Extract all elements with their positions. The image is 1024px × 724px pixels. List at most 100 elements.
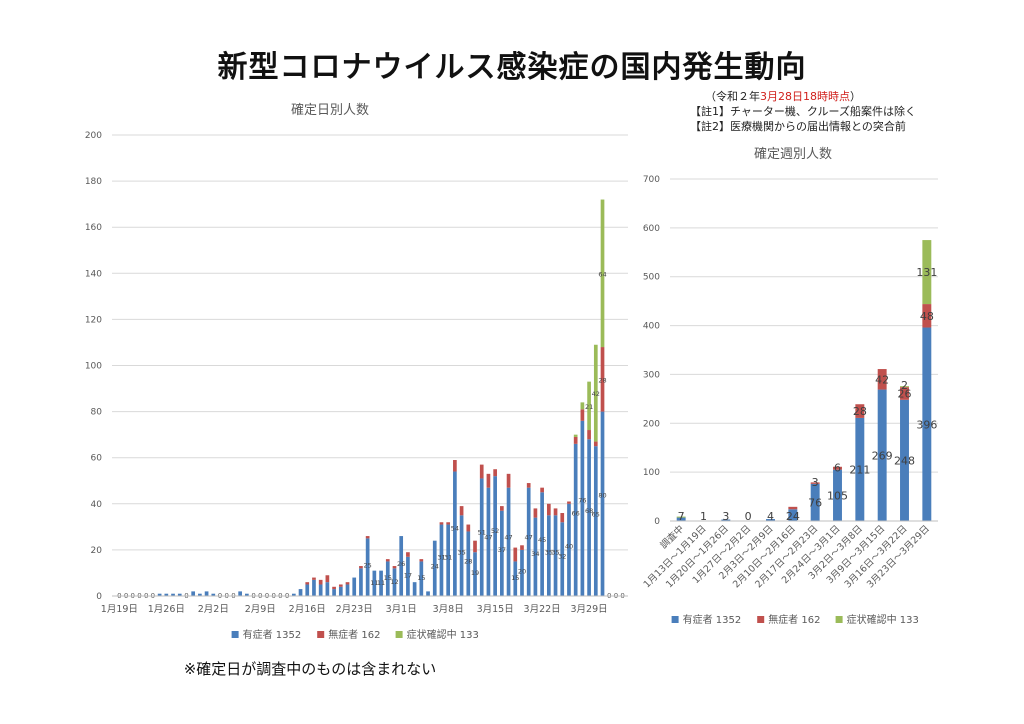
daily-bar-asymptomatic bbox=[520, 545, 524, 550]
daily-bar-symptomatic bbox=[305, 584, 310, 596]
weekly-y-tick-label: 0 bbox=[654, 517, 660, 527]
daily-bar-symptomatic bbox=[479, 478, 484, 596]
daily-x-tick-label: 3月8日 bbox=[433, 604, 464, 615]
daily-bar-data-label: 19 bbox=[471, 569, 479, 577]
daily-bar-symptomatic bbox=[171, 593, 175, 596]
weekly-bar-asymptomatic bbox=[900, 387, 909, 400]
daily-bar-unconfirmed bbox=[593, 344, 598, 442]
daily-bar-symptomatic bbox=[198, 593, 202, 596]
legend-swatch-symptomatic bbox=[231, 631, 239, 638]
footnote-2: 【註2】医療機関からの届出情報との突合前 bbox=[690, 120, 906, 133]
daily-bar-asymptomatic bbox=[513, 547, 518, 562]
daily-bar-symptomatic bbox=[453, 471, 457, 596]
daily-bar-symptomatic bbox=[291, 593, 296, 596]
daily-bar-symptomatic bbox=[177, 593, 182, 596]
daily-x-tick-label: 3月1日 bbox=[386, 604, 417, 615]
daily-bar-asymptomatic bbox=[506, 473, 511, 488]
daily-bar-asymptomatic bbox=[553, 508, 558, 516]
daily-bar-symptomatic bbox=[419, 561, 424, 596]
daily-bar-symptomatic bbox=[540, 492, 544, 596]
daily-bar-symptomatic bbox=[157, 593, 162, 596]
daily-bar-unconfirmed bbox=[600, 199, 605, 348]
weekly-bar-data-label: 48 bbox=[920, 310, 934, 323]
daily-x-tick-label: 2月2日 bbox=[198, 604, 229, 615]
daily-bar-asymptomatic bbox=[338, 584, 343, 587]
daily-y-tick-label: 0 bbox=[96, 592, 102, 602]
daily-bar-asymptomatic bbox=[392, 566, 397, 569]
daily-bar-data-label: 15 bbox=[511, 574, 519, 582]
daily-bar-symptomatic bbox=[580, 420, 585, 596]
daily-bar-data-label: 31 bbox=[444, 554, 452, 562]
daily-bar-data-label: 24 bbox=[431, 563, 439, 571]
daily-bar-asymptomatic bbox=[312, 577, 316, 580]
daily-bar-asymptomatic bbox=[540, 487, 544, 493]
weekly-bar-symptomatic bbox=[900, 399, 909, 521]
daily-bar-symptomatic bbox=[399, 536, 404, 596]
daily-x-tick-label: 1月19日 bbox=[101, 604, 138, 615]
data-as-of-note: （令和２年3月28日18時時点） bbox=[705, 88, 861, 104]
daily-y-tick-label: 200 bbox=[85, 131, 102, 141]
daily-bar-symptomatic bbox=[573, 443, 578, 596]
weekly-bar-data-label: 7 bbox=[678, 510, 685, 523]
daily-bar-symptomatic bbox=[359, 568, 363, 596]
daily-bar-symptomatic bbox=[546, 515, 551, 596]
weekly-bar-data-label: 24 bbox=[786, 510, 800, 523]
weekly-chart-title: 確定週別人数 bbox=[754, 146, 832, 162]
daily-bar-symptomatic bbox=[459, 515, 464, 596]
daily-bar-asymptomatic bbox=[526, 483, 531, 488]
daily-y-tick-label: 40 bbox=[91, 500, 103, 510]
daily-bar-data-label: 11 bbox=[377, 579, 385, 587]
daily-bar-data-label: 28 bbox=[464, 558, 472, 566]
weekly-bar-data-label: 396 bbox=[916, 418, 937, 431]
daily-bar-symptomatic bbox=[164, 593, 169, 596]
daily-bar-data-label: 35 bbox=[551, 549, 559, 557]
daily-bar-data-label: 35 bbox=[457, 549, 465, 557]
daily-bar-asymptomatic bbox=[385, 559, 390, 562]
daily-bar-asymptomatic bbox=[560, 513, 565, 523]
daily-bar-data-label: 28 bbox=[598, 376, 606, 384]
weekly-bar-symptomatic bbox=[877, 389, 887, 521]
daily-x-tick-label: 3月22日 bbox=[524, 604, 561, 615]
daily-bar-symptomatic bbox=[593, 446, 598, 596]
weekly-bar-data-label: 131 bbox=[916, 266, 937, 279]
daily-bar-data-label: 42 bbox=[592, 390, 600, 398]
daily-bar-data-label: 52 bbox=[491, 527, 499, 535]
daily-bar-symptomatic bbox=[406, 556, 410, 596]
daily-bar-asymptomatic bbox=[359, 566, 363, 569]
legend-swatch-symptomatic bbox=[671, 616, 679, 623]
daily-bar-data-label: 20 bbox=[518, 568, 526, 576]
daily-bar-symptomatic bbox=[211, 593, 216, 596]
daily-bar-asymptomatic bbox=[345, 582, 350, 585]
daily-bar-data-label: 26 bbox=[397, 560, 405, 568]
weekly-bar-data-label: 0 bbox=[745, 510, 752, 523]
daily-bar-asymptomatic bbox=[533, 508, 538, 518]
weekly-cases-chart: 確定週別人数0100200300400500600700調査中1月13日～1月1… bbox=[642, 146, 938, 626]
daily-bar-asymptomatic bbox=[459, 506, 464, 516]
daily-bar-symptomatic bbox=[365, 538, 370, 596]
daily-bar-symptomatic bbox=[191, 591, 196, 596]
legend-swatch-unconfirmed bbox=[835, 616, 843, 623]
daily-y-tick-label: 100 bbox=[85, 362, 102, 372]
weekly-bar-asymptomatic bbox=[810, 482, 820, 484]
daily-bar-asymptomatic bbox=[486, 473, 491, 488]
daily-bar-symptomatic bbox=[513, 561, 518, 596]
legend-label-asymptomatic: 無症者 162 bbox=[768, 613, 820, 626]
weekly-bar-unconfirmed bbox=[900, 386, 909, 388]
weekly-bar-data-label: 4 bbox=[767, 510, 774, 523]
daily-bar-asymptomatic bbox=[446, 522, 451, 525]
daily-y-tick-label: 120 bbox=[85, 315, 102, 325]
legend-label-unconfirmed: 症状確認中 133 bbox=[407, 628, 479, 641]
weekly-bar-symptomatic bbox=[922, 327, 932, 521]
daily-bar-data-label: 47 bbox=[484, 533, 492, 541]
daily-bar-symptomatic bbox=[352, 577, 357, 596]
weekly-bar-data-label: 42 bbox=[875, 373, 889, 386]
daily-bar-asymptomatic bbox=[318, 579, 323, 585]
daily-bar-symptomatic bbox=[500, 510, 504, 596]
daily-bar-asymptomatic bbox=[546, 503, 551, 516]
daily-bar-data-label: 64 bbox=[598, 270, 606, 278]
weekly-bar-unconfirmed bbox=[676, 516, 686, 518]
weekly-y-tick-label: 200 bbox=[643, 419, 660, 429]
daily-chart-title: 確定日別人数 bbox=[291, 102, 369, 118]
weekly-bar-symptomatic bbox=[766, 519, 775, 521]
